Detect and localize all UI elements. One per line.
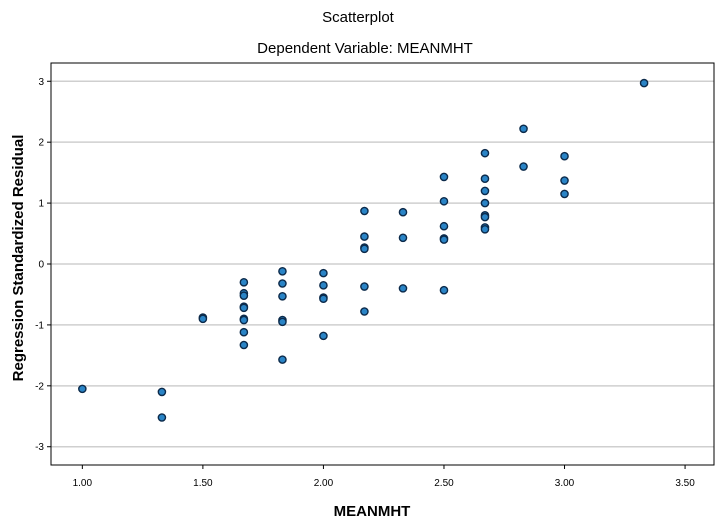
y-axis-ticks: 3 2 1 0 -1 -2 -3 xyxy=(35,77,51,453)
data-point xyxy=(278,291,287,301)
data-point xyxy=(319,268,328,278)
x-tick-label: 1.50 xyxy=(193,478,213,489)
data-point xyxy=(360,282,369,291)
data-point xyxy=(398,207,408,217)
x-tick-label: 1.00 xyxy=(73,478,93,489)
data-point xyxy=(480,224,490,234)
data-point xyxy=(278,317,287,327)
data-point xyxy=(560,151,569,161)
data-point xyxy=(439,235,449,244)
data-point xyxy=(398,233,408,243)
data-point xyxy=(157,387,167,397)
data-point xyxy=(360,232,369,241)
data-point xyxy=(439,221,449,231)
data-point xyxy=(239,315,249,325)
y-tick-label: -2 xyxy=(35,381,44,392)
data-point xyxy=(239,303,249,313)
y-tick-label: -1 xyxy=(35,320,44,331)
y-tick-label: 0 xyxy=(38,260,44,271)
data-point xyxy=(360,307,369,316)
x-axis-label: MEANMHT xyxy=(334,503,411,520)
y-tick-label: -3 xyxy=(35,442,44,453)
chart-subtitle: Dependent Variable: MEANMHT xyxy=(257,40,473,57)
x-tick-label: 3.50 xyxy=(675,478,695,489)
chart-title: Scatterplot xyxy=(322,9,395,26)
data-point xyxy=(360,244,369,254)
data-point xyxy=(319,281,328,290)
data-point xyxy=(480,212,490,222)
x-tick-label: 2.50 xyxy=(434,478,454,489)
data-point xyxy=(239,340,249,350)
x-axis-ticks: 1.00 1.50 2.00 2.50 3.00 3.50 xyxy=(73,465,695,489)
y-tick-label: 1 xyxy=(38,199,44,210)
data-point xyxy=(278,279,287,288)
data-point xyxy=(560,189,569,199)
data-point xyxy=(519,162,528,171)
data-point xyxy=(239,277,249,287)
x-tick-label: 2.00 xyxy=(314,478,334,489)
data-point xyxy=(560,176,569,185)
data-point xyxy=(480,174,490,184)
data-point xyxy=(278,355,287,364)
y-tick-label: 2 xyxy=(38,138,44,149)
data-point xyxy=(398,284,408,293)
data-point xyxy=(319,331,328,341)
data-point xyxy=(439,172,449,182)
data-point xyxy=(439,196,449,206)
data-points xyxy=(78,78,649,422)
data-point xyxy=(157,413,167,422)
grid-lines xyxy=(51,80,714,448)
data-point xyxy=(480,148,490,158)
data-point xyxy=(319,294,328,304)
data-point xyxy=(519,124,528,134)
data-point xyxy=(239,327,249,337)
data-point xyxy=(480,198,490,208)
y-axis-label: Regression Standardized Residual xyxy=(10,135,27,382)
data-point xyxy=(480,186,490,196)
data-point xyxy=(239,291,249,300)
data-point xyxy=(198,314,208,324)
data-point xyxy=(278,267,287,276)
data-point xyxy=(639,78,649,88)
x-tick-label: 3.00 xyxy=(555,478,575,489)
data-point xyxy=(360,206,369,216)
data-point xyxy=(78,384,87,394)
data-point xyxy=(439,285,449,295)
y-tick-label: 3 xyxy=(38,77,44,88)
